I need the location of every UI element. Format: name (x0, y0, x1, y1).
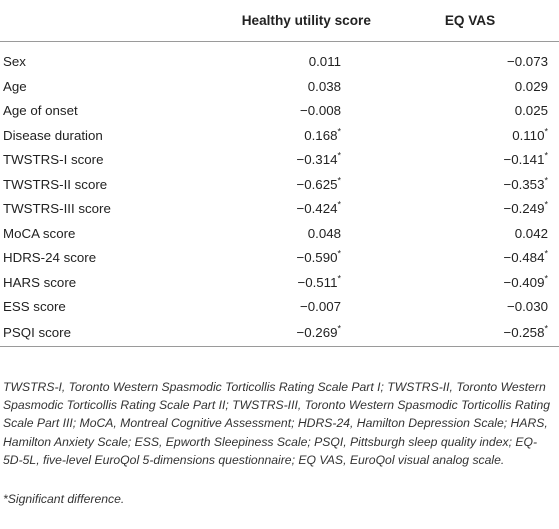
significance-marker: * (544, 273, 548, 284)
table-header: Healthy utility score EQ VAS (0, 0, 559, 42)
healthy-utility-score-cell: −0.007 (232, 295, 381, 320)
eq-vas-value: 0.025 (514, 103, 548, 119)
healthy-utility-score-value: −0.008 (299, 103, 342, 119)
healthy-utility-score-value: −0.007 (299, 299, 342, 315)
table-body: Sex 0.011 −0.073 Age 0.038 0.029 Age of onset −… (0, 42, 559, 347)
row-label: PSQI score (0, 319, 232, 347)
table-row: TWSTRS-I score −0.314* −0.141* (0, 148, 559, 173)
significance-marker: * (544, 199, 548, 210)
healthy-utility-score-value: −0.511 (297, 274, 338, 290)
healthy-utility-score-cell: −0.424* (232, 197, 381, 222)
abbreviations-footnote: TWSTRS-I, Toronto Western Spasmodic Tort… (3, 380, 551, 467)
eq-vas-cell: −0.353* (381, 172, 559, 197)
table-row: Sex 0.011 −0.073 (0, 42, 559, 75)
eq-vas-cell: 0.042 (381, 221, 559, 246)
healthy-utility-score-cell: 0.168* (232, 123, 381, 148)
table-row: Age 0.038 0.029 (0, 74, 559, 99)
significance-marker: * (544, 126, 548, 137)
eq-vas-value: −0.484 (503, 250, 545, 266)
significance-marker: * (544, 175, 548, 186)
header-healthy-utility-score: Healthy utility score (231, 0, 382, 42)
eq-vas-value: −0.073 (506, 53, 548, 69)
header-label-column (0, 0, 232, 42)
eq-vas-value: 0.029 (514, 78, 548, 94)
healthy-utility-score-cell: −0.590* (232, 246, 381, 271)
significance-marker: * (337, 150, 342, 161)
eq-vas-value: −0.258 (503, 325, 545, 340)
healthy-utility-score-cell: −0.625* (232, 172, 381, 197)
healthy-utility-score-cell: −0.269* (231, 319, 382, 347)
table-row: HARS score −0.511* −0.409* (0, 270, 559, 295)
healthy-utility-score-cell: 0.011 (232, 42, 381, 75)
row-label: Age of onset (3, 103, 78, 119)
significance-marker: * (544, 323, 548, 334)
healthy-utility-score-value: 0.011 (308, 53, 342, 69)
table-row: Disease duration 0.168* 0.110* (0, 123, 559, 148)
row-label: Age (3, 78, 27, 94)
eq-vas-value: −0.353 (503, 176, 545, 192)
significance-marker: * (337, 199, 342, 210)
significance-marker: * (337, 248, 342, 259)
eq-vas-cell: 0.025 (381, 99, 559, 124)
table-row: MoCA score 0.048 0.042 (0, 221, 559, 246)
healthy-utility-score-value: −0.314 (296, 152, 338, 168)
row-label: HARS score (3, 274, 77, 290)
healthy-utility-score-value: 0.038 (307, 78, 342, 94)
significance-footnote: *Significant difference. (3, 492, 125, 506)
row-label: MoCA score (3, 225, 76, 241)
table-row: PSQI score −0.269* −0.258* (0, 319, 559, 347)
significance-marker: * (544, 248, 548, 259)
table-row: ESS score −0.007 −0.030 (0, 295, 559, 320)
eq-vas-cell: 0.110* (381, 123, 559, 148)
eq-vas-cell: −0.249* (381, 197, 559, 222)
eq-vas-cell: −0.409* (381, 270, 559, 295)
healthy-utility-score-value: 0.168 (304, 127, 338, 143)
table-row: TWSTRS-III score −0.424* −0.249* (0, 197, 559, 222)
significance-marker: * (337, 126, 342, 137)
healthy-utility-score-value: 0.048 (307, 225, 342, 241)
row-label: TWSTRS-III score (3, 201, 111, 217)
significance-marker: * (337, 175, 342, 186)
healthy-utility-score-cell: 0.048 (232, 221, 381, 246)
eq-vas-cell: −0.073 (381, 42, 559, 75)
eq-vas-value: 0.110 (512, 127, 545, 143)
healthy-utility-score-value: −0.269 (296, 325, 338, 340)
healthy-utility-score-value: −0.590 (296, 250, 338, 266)
significance-marker: * (337, 323, 342, 334)
eq-vas-value: −0.249 (503, 201, 545, 217)
eq-vas-cell: 0.029 (381, 74, 559, 99)
row-label: ESS score (3, 299, 66, 315)
table-row: TWSTRS-II score −0.625* −0.353* (0, 172, 559, 197)
eq-vas-cell: −0.258* (381, 319, 559, 347)
row-label: HDRS-24 score (3, 250, 97, 266)
healthy-utility-score-cell: −0.008 (232, 99, 381, 124)
eq-vas-value: −0.141 (503, 152, 545, 168)
row-label: TWSTRS-I score (3, 152, 104, 168)
significance-marker: * (337, 273, 342, 284)
row-label: Sex (3, 53, 26, 69)
eq-vas-cell: −0.484* (381, 246, 559, 271)
healthy-utility-score-cell: −0.511* (232, 270, 381, 295)
header-row: Healthy utility score EQ VAS (0, 0, 559, 42)
eq-vas-value: 0.042 (514, 225, 548, 241)
correlation-table: Healthy utility score EQ VAS Sex 0.011 −0.… (0, 0, 559, 347)
row-label: Disease duration (3, 127, 103, 143)
healthy-utility-score-value: −0.625 (296, 176, 338, 192)
healthy-utility-score-cell: −0.314* (232, 148, 381, 173)
header-eq-vas: EQ VAS (381, 0, 559, 42)
row-label: TWSTRS-II score (3, 176, 108, 192)
eq-vas-cell: −0.030 (381, 295, 559, 320)
healthy-utility-score-value: −0.424 (296, 201, 338, 217)
eq-vas-value: −0.409 (503, 274, 545, 290)
eq-vas-cell: −0.141* (381, 148, 559, 173)
significance-marker: * (544, 150, 548, 161)
table-row: HDRS-24 score −0.590* −0.484* (0, 246, 559, 271)
table-row: Age of onset −0.008 0.025 (0, 99, 559, 124)
healthy-utility-score-cell: 0.038 (232, 74, 381, 99)
eq-vas-value: −0.030 (506, 299, 548, 315)
